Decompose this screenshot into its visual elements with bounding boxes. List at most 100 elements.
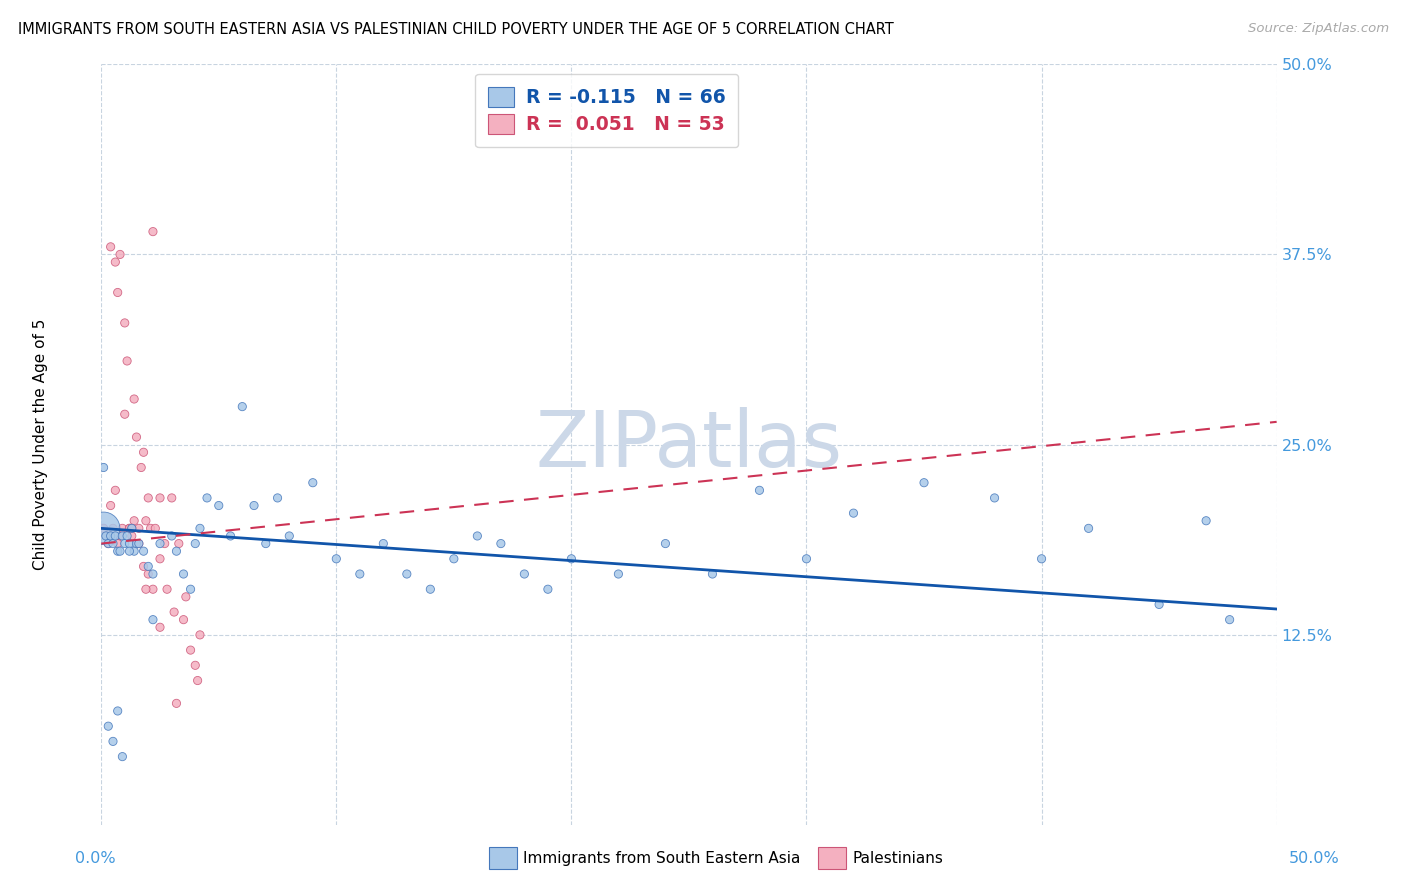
Point xyxy=(149,491,172,505)
Point xyxy=(163,605,186,619)
Point xyxy=(97,529,120,543)
Point xyxy=(419,582,441,597)
Point xyxy=(136,559,159,574)
Point xyxy=(149,620,172,634)
Point xyxy=(121,529,143,543)
Point xyxy=(208,499,231,513)
Point xyxy=(266,491,288,505)
Point xyxy=(195,491,218,505)
Point xyxy=(1147,598,1170,612)
Point xyxy=(231,400,253,414)
Point xyxy=(125,536,148,550)
Text: IMMIGRANTS FROM SOUTH EASTERN ASIA VS PALESTINIAN CHILD POVERTY UNDER THE AGE OF: IMMIGRANTS FROM SOUTH EASTERN ASIA VS PA… xyxy=(18,22,894,37)
Point xyxy=(101,521,124,535)
Point xyxy=(278,529,301,543)
Point xyxy=(142,582,165,597)
Point xyxy=(104,529,127,543)
Text: 0.0%: 0.0% xyxy=(76,851,115,865)
Point xyxy=(115,354,138,368)
Point xyxy=(107,704,129,718)
Point xyxy=(142,225,165,239)
Point xyxy=(93,460,115,475)
Point xyxy=(301,475,323,490)
Point xyxy=(111,749,134,764)
Point xyxy=(537,582,560,597)
Point xyxy=(136,567,159,582)
Point xyxy=(395,567,418,582)
Point xyxy=(166,697,188,711)
Text: Palestinians: Palestinians xyxy=(852,851,943,865)
Point xyxy=(97,719,120,733)
Point xyxy=(107,285,129,300)
Point xyxy=(104,483,127,498)
Point xyxy=(128,536,150,550)
Point xyxy=(135,514,157,528)
Point xyxy=(219,529,242,543)
Point xyxy=(443,551,465,566)
Point xyxy=(107,536,129,550)
Point xyxy=(114,536,136,550)
Point xyxy=(107,544,129,558)
Point xyxy=(167,536,190,550)
Y-axis label: Child Poverty Under the Age of 5: Child Poverty Under the Age of 5 xyxy=(34,319,48,570)
Text: ZIPatlas: ZIPatlas xyxy=(536,407,842,483)
Point xyxy=(118,536,141,550)
Point xyxy=(607,567,630,582)
Point xyxy=(702,567,724,582)
Point xyxy=(125,430,148,444)
Point xyxy=(121,521,143,535)
Point xyxy=(122,544,145,558)
Point xyxy=(1195,514,1218,528)
Point xyxy=(100,499,122,513)
Point xyxy=(128,521,150,535)
Point xyxy=(180,582,202,597)
Point xyxy=(139,521,162,535)
Point xyxy=(122,392,145,406)
Point xyxy=(108,544,131,558)
Point xyxy=(104,255,127,269)
Point xyxy=(325,551,347,566)
Legend: R = -0.115   N = 66, R =  0.051   N = 53: R = -0.115 N = 66, R = 0.051 N = 53 xyxy=(475,74,738,147)
Point xyxy=(135,582,157,597)
Point xyxy=(160,529,183,543)
Point xyxy=(108,247,131,261)
Point xyxy=(118,521,141,535)
Point xyxy=(94,529,117,543)
Point xyxy=(166,544,188,558)
Point xyxy=(149,551,172,566)
Point xyxy=(1077,521,1099,535)
Point xyxy=(93,521,115,535)
Point xyxy=(100,529,122,543)
Point xyxy=(153,536,176,550)
Point xyxy=(132,445,155,459)
Point xyxy=(513,567,536,582)
Point xyxy=(173,613,195,627)
Point xyxy=(111,521,134,535)
Point xyxy=(101,734,124,748)
Point xyxy=(1219,613,1241,627)
Point xyxy=(115,529,138,543)
Point xyxy=(143,521,166,535)
Point xyxy=(149,536,172,550)
Point xyxy=(111,529,134,543)
Point xyxy=(93,521,115,535)
Point xyxy=(1031,551,1053,566)
Point xyxy=(101,536,124,550)
Point xyxy=(654,536,676,550)
Point xyxy=(748,483,770,498)
Point xyxy=(373,536,395,550)
Point xyxy=(94,529,117,543)
Point xyxy=(132,544,155,558)
Point xyxy=(129,460,152,475)
Point xyxy=(142,613,165,627)
Point xyxy=(184,536,207,550)
Point xyxy=(97,536,120,550)
Point xyxy=(560,551,582,566)
Point xyxy=(122,514,145,528)
Point xyxy=(349,567,371,582)
Point xyxy=(842,506,865,520)
Text: Immigrants from South Eastern Asia: Immigrants from South Eastern Asia xyxy=(523,851,800,865)
Point xyxy=(489,536,512,550)
Point xyxy=(156,582,179,597)
Text: Source: ZipAtlas.com: Source: ZipAtlas.com xyxy=(1249,22,1389,36)
